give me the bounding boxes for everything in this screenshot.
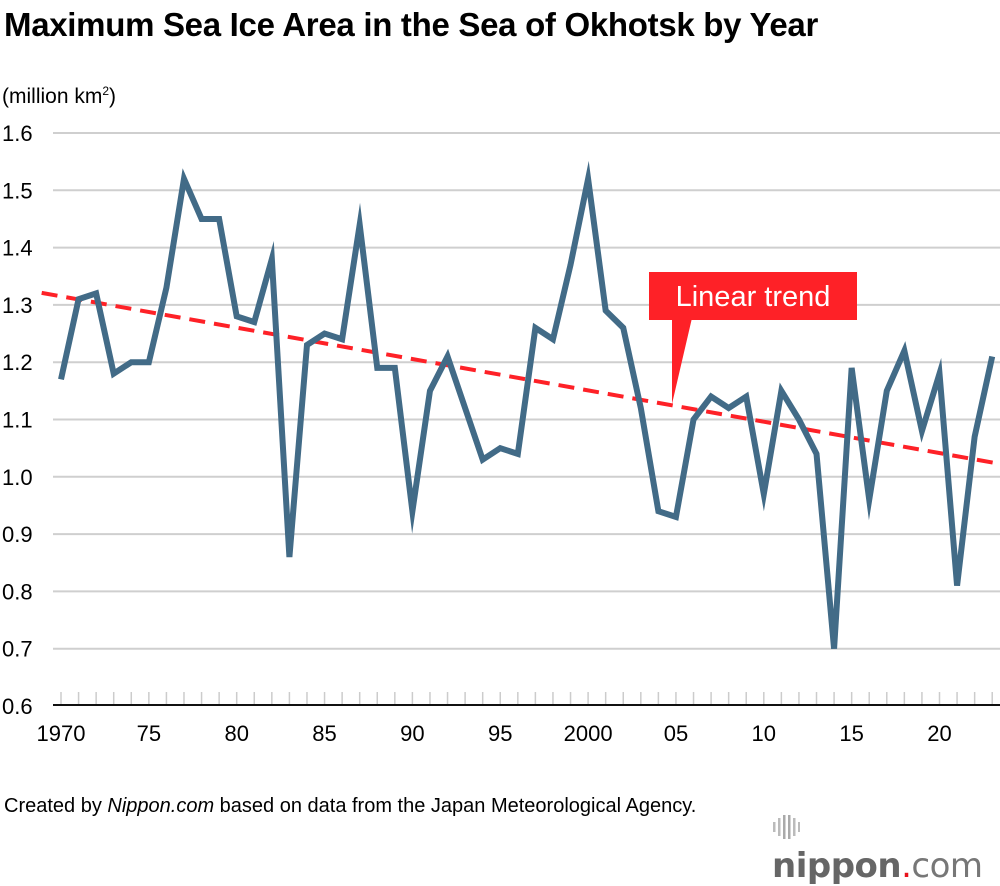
trend-label: Linear trend <box>676 281 831 313</box>
y-tick-label: 1.4 <box>2 236 33 261</box>
x-tick-label: 95 <box>488 721 512 746</box>
logo-mark-icon <box>772 813 800 839</box>
x-tick-label: 15 <box>839 721 863 746</box>
line-chart: 0.6 0.7 0.8 0.9 1.0 1.1 1.2 1.3 1.4 1.5 1.6 1970 75 8… <box>0 0 1000 848</box>
x-tick-label: 20 <box>927 721 951 746</box>
x-tick-label: 80 <box>224 721 248 746</box>
y-tick-label: 1.6 <box>2 121 33 146</box>
y-tick-label: 1.0 <box>2 465 33 490</box>
x-tick-label: 2000 <box>564 721 613 746</box>
credit-suffix: based on data from the Japan Meteorologi… <box>214 795 696 817</box>
y-tick-label: 0.7 <box>2 637 33 662</box>
trend-callout-pointer <box>672 318 692 404</box>
x-tick-label: 10 <box>752 721 776 746</box>
y-tick-label: 1.2 <box>2 350 33 375</box>
x-tick-label: 75 <box>137 721 161 746</box>
y-tick-label: 0.8 <box>2 579 33 604</box>
y-tick-label: 1.5 <box>2 178 33 203</box>
x-tick-label: 90 <box>400 721 424 746</box>
x-tick-label: 1970 <box>37 721 86 746</box>
credit-site: Nippon.com <box>107 795 214 817</box>
series-line <box>61 179 992 649</box>
x-tick-label: 05 <box>664 721 688 746</box>
nippon-logo: nippon.com <box>772 806 1000 886</box>
y-tick-label: 1.1 <box>2 408 33 433</box>
y-tick-label: 0.6 <box>2 694 33 719</box>
y-tick-label: 1.3 <box>2 293 33 318</box>
credit-prefix: Created by <box>4 795 107 817</box>
y-tick-label: 0.9 <box>2 522 33 547</box>
x-tick-label: 85 <box>312 721 336 746</box>
source-credit: Created by Nippon.com based on data from… <box>4 792 696 821</box>
